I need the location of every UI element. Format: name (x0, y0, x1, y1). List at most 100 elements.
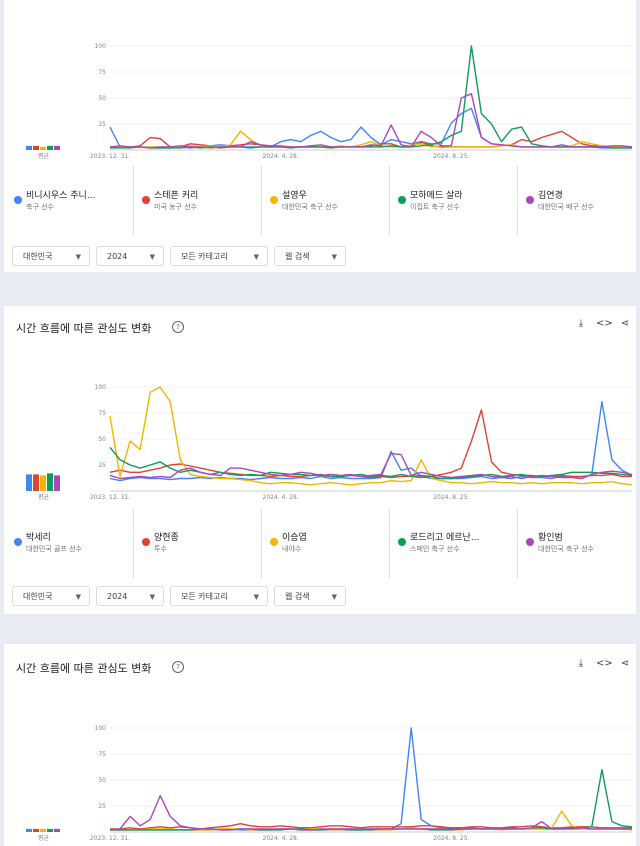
average-bar (40, 475, 46, 491)
y-tick-label: 25 (98, 121, 106, 128)
legend-name: 박세리 (26, 533, 51, 543)
series-line-4 (110, 768, 633, 831)
share-icon[interactable]: ⋖ (620, 318, 630, 329)
region-select[interactable]: 대한민국 ▼ (12, 246, 90, 266)
caret-down-icon: ▼ (253, 253, 259, 261)
download-icon[interactable]: ⤓ (578, 318, 584, 329)
x-tick-label: 2024. 8. 25. (433, 153, 469, 160)
caret-down-icon: ▼ (149, 593, 155, 601)
legend-item[interactable]: 설영우 대한민국 축구 선수 (268, 166, 390, 236)
legend-subtitle: 대한민국 배구 선수 (538, 203, 594, 211)
line-chart-1: 100 75 50 25 2023. 12. 31. 2024. 4. 28. 2024. … (26, 43, 633, 160)
legend-color-dot (14, 538, 22, 546)
caret-down-icon: ▼ (149, 253, 155, 261)
y-tick-label: 50 (98, 95, 106, 102)
legend-subtitle: 대한민국 축구 선수 (282, 203, 338, 211)
y-tick-label: 25 (98, 462, 106, 469)
average-bar (33, 474, 39, 491)
legend-subtitle: 축구 선수 (26, 203, 54, 211)
section-header-2: 시간 흐름에 따른 관심도 변화 ? ⤓ <> ⋖ (4, 312, 636, 342)
legend-name: 로드리고 에르난... (410, 533, 480, 543)
x-tick-label: 2024. 8. 25. (433, 835, 469, 842)
legend-color-dot (14, 196, 22, 204)
legend-color-dot (142, 196, 150, 204)
legend-name: 스테픈 커리 (154, 191, 199, 201)
line-chart-2: 100 75 50 25 2023. 12. 31. 2024. 4. 28. 2024. … (26, 384, 633, 501)
search-type-select[interactable]: 웹 검색 ▼ (274, 246, 346, 266)
average-bar (40, 828, 46, 832)
x-tick-label: 2023. 12. 31. (90, 835, 130, 842)
category-select[interactable]: 모든 카테고리 ▼ (170, 246, 268, 266)
embed-icon[interactable]: <> (596, 658, 613, 669)
x-tick-label: 2024. 8. 25. (433, 494, 469, 501)
help-icon[interactable]: ? (172, 661, 184, 673)
legend-name: 황인범 (538, 533, 563, 543)
series-line-1 (110, 727, 632, 831)
y-tick-label: 100 (95, 43, 107, 50)
average-bar (54, 145, 60, 150)
legend-subtitle: 대한민국 축구 선수 (538, 545, 594, 553)
average-bar (47, 145, 53, 150)
legend-item[interactable]: 모하메드 살라 이집트 축구 선수 (396, 166, 518, 236)
legend-subtitle: 미국 농구 선수 (154, 203, 198, 211)
average-bar (47, 473, 53, 491)
average-bar (54, 475, 60, 491)
category-value: 모든 카테고리 (181, 592, 228, 601)
y-tick-label: 75 (98, 751, 106, 758)
year-value: 2024 (107, 252, 128, 261)
average-bar (47, 828, 53, 832)
series-line-5 (109, 452, 633, 480)
section-title: 시간 흐름에 따른 관심도 변화 (16, 662, 152, 675)
category-select[interactable]: 모든 카테고리 ▼ (170, 586, 268, 606)
x-tick-label: 2023. 12. 31. (90, 153, 130, 160)
legend-color-dot (398, 538, 406, 546)
y-tick-label: 75 (98, 69, 106, 76)
region-select[interactable]: 대한민국 ▼ (12, 586, 90, 606)
share-icon[interactable]: ⋖ (620, 658, 630, 669)
average-label: 평균 (38, 493, 50, 501)
caret-down-icon: ▼ (253, 593, 259, 601)
y-tick-label: 50 (98, 777, 106, 784)
section-header-3: 시간 흐름에 따른 관심도 변화 ? ⤓ <> ⋖ (4, 652, 636, 682)
legend-subtitle: 스페인 축구 선수 (410, 545, 460, 553)
legend-color-dot (526, 196, 534, 204)
caret-down-icon: ▼ (331, 253, 337, 261)
year-select[interactable]: 2024 ▼ (96, 586, 164, 606)
caret-down-icon: ▼ (75, 253, 81, 261)
search-type-value: 웹 검색 (285, 252, 310, 261)
legend-item[interactable]: 로드리고 에르난... 스페인 축구 선수 (396, 508, 518, 578)
caret-down-icon: ▼ (331, 593, 337, 601)
search-type-select[interactable]: 웹 검색 ▼ (274, 586, 346, 606)
embed-icon[interactable]: <> (596, 318, 613, 329)
legend-row-2: 박세리 대한민국 골프 선수 양현종 투수 이승엽 내야수 로드리고 에르난... 스페인 축… (4, 508, 636, 580)
average-label: 평균 (38, 152, 50, 160)
legend-subtitle: 투수 (154, 545, 167, 553)
average-bar (26, 828, 32, 832)
series-line-4 (110, 45, 632, 149)
year-value: 2024 (107, 592, 128, 601)
filter-bar-2: 대한민국 ▼ 2024 ▼ 모든 카테고리 ▼ 웹 검색 ▼ (4, 586, 636, 612)
year-select[interactable]: 2024 ▼ (96, 246, 164, 266)
legend-subtitle: 이집트 축구 선수 (410, 203, 460, 211)
help-icon[interactable]: ? (172, 321, 184, 333)
legend-item[interactable]: 비니시우스 주니... 축구 선수 (12, 166, 134, 236)
series-line-5 (109, 794, 632, 831)
series-line-2 (110, 130, 632, 148)
legend-name: 이승엽 (282, 533, 307, 543)
region-value: 대한민국 (23, 252, 53, 261)
legend-name: 양현종 (154, 533, 179, 543)
average-bar (54, 828, 60, 832)
legend-subtitle: 내야수 (282, 545, 302, 553)
download-icon[interactable]: ⤓ (578, 658, 584, 669)
legend-item[interactable]: 박세리 대한민국 골프 선수 (12, 508, 134, 578)
line-chart-3: 100 75 50 25 2023. 12. 31. 2024. 4. 28. 2024. … (26, 725, 633, 842)
legend-name: 비니시우스 주니... (26, 191, 96, 201)
legend-item[interactable]: 김연경 대한민국 배구 선수 (524, 166, 640, 236)
average-label: 평균 (38, 834, 50, 842)
average-bar (33, 828, 39, 832)
section-title: 시간 흐름에 따른 관심도 변화 (16, 322, 152, 335)
